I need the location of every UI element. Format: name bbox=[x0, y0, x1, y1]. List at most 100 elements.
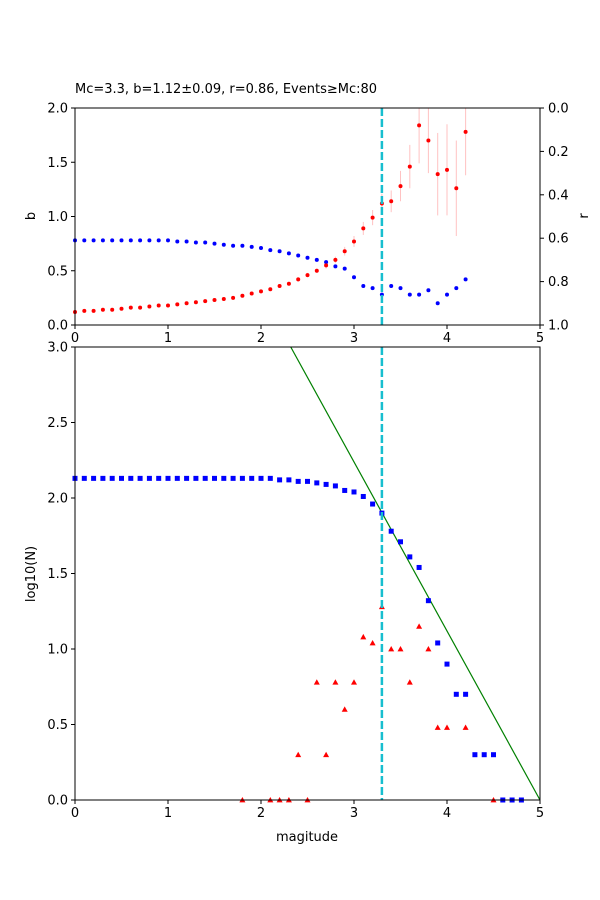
r-value-point bbox=[277, 249, 282, 254]
b-value-point bbox=[463, 129, 468, 134]
bottom-x-tick-label: 2 bbox=[257, 806, 265, 821]
gutenberg-richter-fit-line bbox=[290, 346, 541, 801]
b-value-point bbox=[156, 303, 161, 308]
top-axes-frame bbox=[74, 107, 541, 326]
b-value-point bbox=[203, 299, 208, 304]
bottom-x-tick-label: 4 bbox=[443, 806, 451, 821]
bottom-axes-frame bbox=[74, 346, 541, 801]
b-value-point bbox=[389, 199, 394, 204]
top-x-tick-label: 5 bbox=[536, 331, 544, 346]
cumulative-count-point bbox=[416, 564, 422, 570]
top-x-tick-label: 1 bbox=[164, 331, 172, 346]
cumulative-count-point bbox=[342, 487, 348, 493]
bottom-y-tick-label: 3.0 bbox=[47, 341, 68, 356]
r-value-point bbox=[361, 283, 366, 288]
r-value-point bbox=[128, 238, 133, 243]
cumulative-count-point bbox=[230, 475, 236, 481]
r-value-point bbox=[249, 244, 254, 249]
bottom-y-tick-label: 0.5 bbox=[47, 718, 68, 733]
cumulative-count-point bbox=[184, 475, 190, 481]
cumulative-count-point bbox=[314, 480, 320, 486]
r-value-point bbox=[175, 239, 180, 244]
b-value-point bbox=[259, 289, 263, 294]
cumulative-count-point bbox=[212, 475, 217, 481]
non-cumulative-count-point bbox=[295, 751, 302, 758]
r-value-point bbox=[259, 245, 263, 250]
r-value-point bbox=[268, 248, 273, 253]
b-value-point bbox=[147, 304, 152, 309]
b-value-point bbox=[240, 293, 245, 298]
non-cumulative-count-point bbox=[388, 646, 395, 652]
cumulative-count-point bbox=[100, 475, 106, 481]
top-right-y-tick-label: 0.4 bbox=[548, 188, 569, 203]
r-value-point bbox=[435, 301, 440, 306]
b-value-point bbox=[175, 302, 180, 307]
top-y-tick-label: 1.0 bbox=[47, 210, 68, 225]
top-y-tick-label: 2.0 bbox=[47, 102, 68, 117]
cumulative-count-point bbox=[472, 752, 478, 758]
r-value-point bbox=[82, 238, 87, 243]
cumulative-count-point bbox=[267, 475, 273, 481]
r-value-point bbox=[296, 253, 301, 258]
bottom-y-tick-label: 0.0 bbox=[47, 794, 68, 809]
b-value-point bbox=[305, 273, 310, 278]
b-value-point bbox=[100, 307, 105, 312]
r-value-point bbox=[352, 275, 356, 280]
cumulative-count-point bbox=[295, 478, 301, 484]
cumulative-count-point bbox=[351, 489, 357, 495]
cumulative-count-point bbox=[332, 483, 338, 489]
top-x-tick-label: 2 bbox=[257, 331, 265, 346]
r-value-point bbox=[324, 260, 329, 265]
r-value-point bbox=[389, 283, 394, 288]
b-value-point bbox=[417, 123, 422, 128]
non-cumulative-count-point bbox=[406, 679, 413, 685]
b-value-point bbox=[138, 305, 143, 310]
top-x-tick-label: 4 bbox=[443, 331, 451, 346]
non-cumulative-count-point bbox=[323, 751, 330, 758]
non-cumulative-count-point bbox=[313, 679, 320, 685]
top-chart-title: Mc=3.3, b=1.12±0.09, r=0.86, Events≥Mc:8… bbox=[75, 82, 377, 97]
non-cumulative-count-point bbox=[444, 724, 450, 730]
cumulative-count-point bbox=[305, 478, 310, 484]
top-right-y-tick-label: 0.6 bbox=[548, 232, 569, 247]
bottom-y-axis-label: log10(N) bbox=[24, 546, 39, 602]
b-value-point bbox=[324, 263, 329, 268]
cumulative-count-point bbox=[370, 501, 376, 507]
cumulative-count-point bbox=[425, 598, 431, 604]
bottom-data-marks bbox=[72, 346, 541, 803]
r-value-point bbox=[138, 238, 143, 243]
b-value-point bbox=[454, 186, 459, 191]
top-right-y-tick-label: 1.0 bbox=[548, 319, 569, 334]
cumulative-count-point bbox=[444, 661, 450, 667]
cumulative-count-point bbox=[81, 475, 87, 481]
b-value-point bbox=[426, 138, 431, 143]
bottom-y-tick-label: 1.0 bbox=[47, 643, 68, 658]
b-value-point bbox=[249, 291, 254, 296]
b-value-point bbox=[314, 268, 319, 273]
r-value-point bbox=[286, 251, 291, 256]
non-cumulative-count-point bbox=[341, 706, 348, 712]
b-value-point bbox=[82, 308, 87, 313]
b-value-point bbox=[370, 215, 375, 220]
b-value-point bbox=[296, 277, 301, 282]
non-cumulative-count-point bbox=[351, 679, 357, 685]
frequency-magnitude-panel: magitude log10(N) 0 1 2 3 4 5 0.0 0.5 1.0 1.5 2.0 2… bbox=[24, 341, 544, 846]
r-value-point bbox=[156, 238, 161, 243]
r-value-point bbox=[370, 286, 375, 291]
cumulative-count-point bbox=[128, 475, 134, 481]
top-right-y-axis-label: r bbox=[577, 213, 592, 219]
r-value-point bbox=[166, 238, 170, 243]
cumulative-count-point bbox=[435, 640, 441, 646]
cumulative-count-point bbox=[91, 475, 97, 481]
bottom-x-tick-label: 0 bbox=[71, 806, 79, 821]
cumulative-count-point bbox=[398, 539, 403, 545]
cumulative-count-point bbox=[146, 475, 152, 481]
cumulative-count-point bbox=[407, 554, 413, 560]
r-value-point bbox=[91, 238, 96, 243]
r-value-point bbox=[231, 243, 236, 248]
cumulative-count-point bbox=[165, 475, 171, 481]
r-value-point bbox=[212, 241, 217, 246]
bottom-y-tick-label: 1.5 bbox=[47, 567, 68, 582]
